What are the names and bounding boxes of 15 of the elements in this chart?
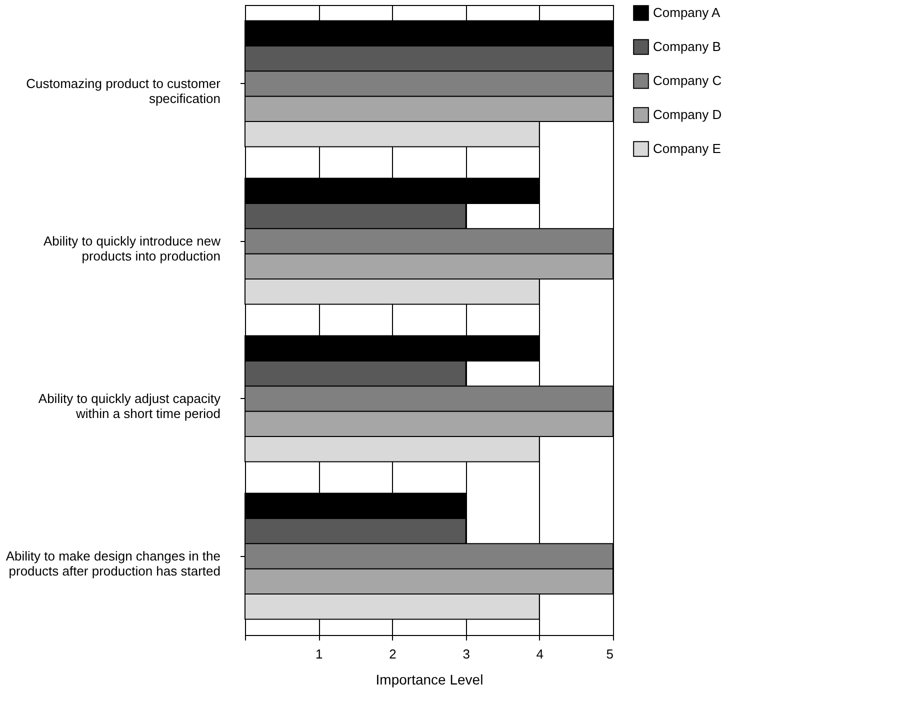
y-tick-label: Ability to make design changes in the products after production has started	[6, 548, 220, 578]
legend-label: Company D	[653, 107, 722, 122]
legend-label: Company E	[653, 141, 722, 156]
x-axis-title: Importance Level	[376, 672, 484, 688]
x-tick-label: 2	[389, 646, 396, 662]
legend-label: Company B	[653, 39, 721, 54]
x-tick-label: 1	[315, 646, 323, 662]
x-tick-label: 5	[606, 646, 614, 662]
y-tick-label: Ability to quickly adjust capacity within a short time period	[38, 390, 221, 421]
y-tick-label: Customazing product to customer specification	[26, 76, 222, 106]
x-tick-label: 3	[462, 646, 470, 662]
legend-label: Company A	[653, 5, 721, 20]
x-tick-label: 4	[536, 646, 544, 662]
y-tick-label: Ability to quickly introduce new products into production	[43, 233, 222, 264]
legend-label: Company C	[653, 73, 722, 88]
